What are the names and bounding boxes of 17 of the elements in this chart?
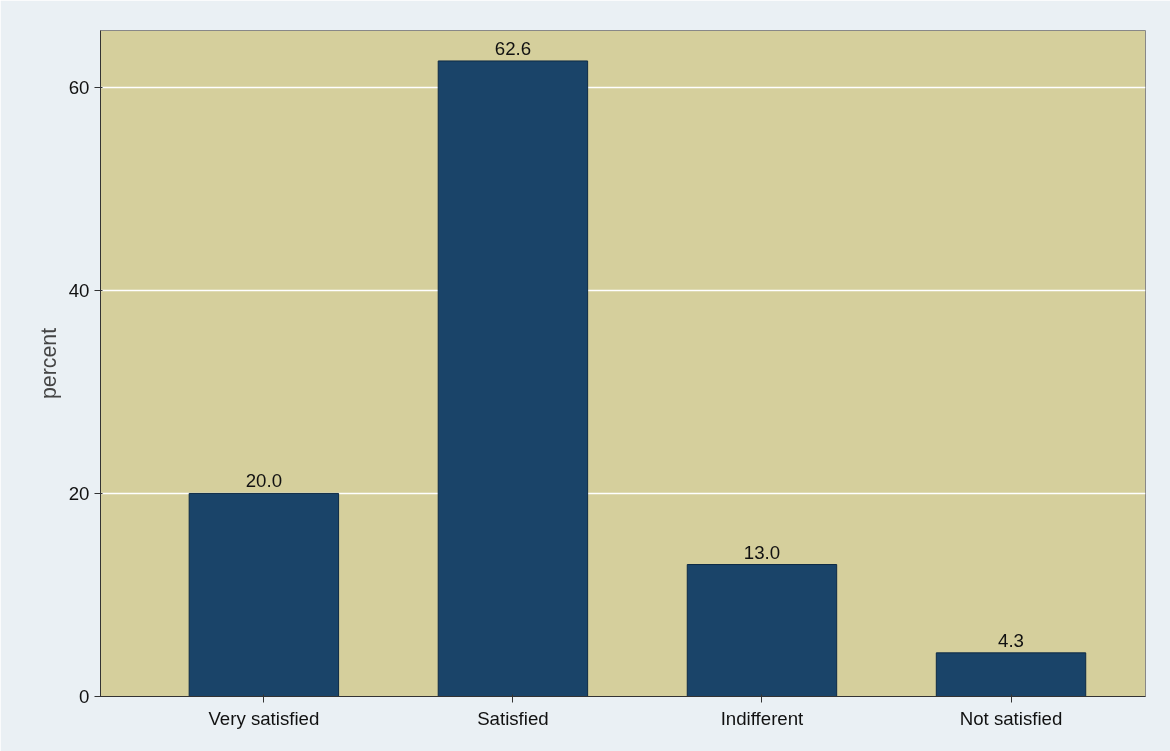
y-axis-title: percent <box>36 327 61 400</box>
y-tick-label: 60 <box>68 76 90 98</box>
data-label: 62.6 <box>494 37 532 59</box>
x-tick-label: Not satisfied <box>959 707 1063 729</box>
bar <box>935 652 1087 697</box>
y-tick-label: 20 <box>68 482 90 504</box>
x-tick-label: Satisfied <box>477 707 549 729</box>
x-tick-label: Very satisfied <box>208 707 320 729</box>
x-tick-label: Indifferent <box>720 707 805 729</box>
data-label: 20.0 <box>245 470 283 492</box>
y-tick-label: 40 <box>68 279 90 301</box>
y-tick-label: 0 <box>79 686 90 707</box>
bar <box>188 492 340 697</box>
bar <box>686 564 838 697</box>
bar <box>437 60 589 697</box>
data-label: 13.0 <box>743 541 781 563</box>
data-label: 4.3 <box>998 629 1024 651</box>
